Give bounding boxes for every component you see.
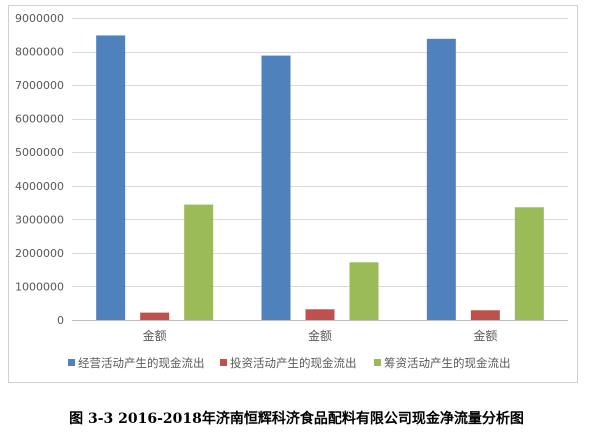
x-axis-categories: 金额 金额 金额 — [143, 328, 498, 343]
y-tick-label: 3000000 — [15, 213, 64, 226]
legend-label: 投资活动产生的现金流出 — [230, 356, 357, 370]
legend-swatch — [374, 359, 381, 366]
bars — [96, 35, 544, 321]
bar-3-2 — [349, 262, 379, 320]
bar-3-1 — [184, 204, 214, 320]
legend-label: 经营活动产生的现金流出 — [78, 356, 205, 370]
legend-label: 筹资活动产生的现金流出 — [384, 356, 511, 370]
legend-swatch — [68, 359, 75, 366]
y-tick-label: 8000000 — [15, 46, 64, 59]
legend: 经营活动产生的现金流出 投资活动产生的现金流出 筹资活动产生的现金流出 — [68, 356, 511, 370]
y-tick-label: 7000000 — [15, 79, 64, 92]
figure-caption: 图 3-3 2016-2018年济南恒辉科济食品配料有限公司现金净流量分析图 — [69, 411, 524, 427]
y-tick-label: 1000000 — [15, 280, 64, 293]
gridlines — [72, 18, 568, 287]
y-tick-label: 6000000 — [15, 113, 64, 126]
y-axis-ticks: 0 1000000 2000000 3000000 4000000 5000000 6000… — [15, 12, 64, 327]
y-tick-label: 9000000 — [15, 12, 64, 25]
y-tick-label: 2000000 — [15, 247, 64, 260]
bar-2-1 — [140, 312, 170, 320]
y-tick-label: 0 — [57, 314, 64, 327]
y-tick-label: 4000000 — [15, 180, 64, 193]
bar-1-2 — [261, 55, 291, 321]
bar-1-3 — [426, 38, 456, 320]
legend-swatch — [220, 359, 227, 366]
bar-2-2 — [305, 309, 335, 320]
x-category-label: 金额 — [143, 328, 167, 343]
x-category-label: 金额 — [473, 328, 497, 343]
bar-2-3 — [470, 310, 500, 320]
y-tick-label: 5000000 — [15, 146, 64, 159]
bar-1-1 — [96, 35, 126, 321]
bar-3-3 — [514, 207, 544, 320]
x-category-label: 金额 — [308, 328, 332, 343]
